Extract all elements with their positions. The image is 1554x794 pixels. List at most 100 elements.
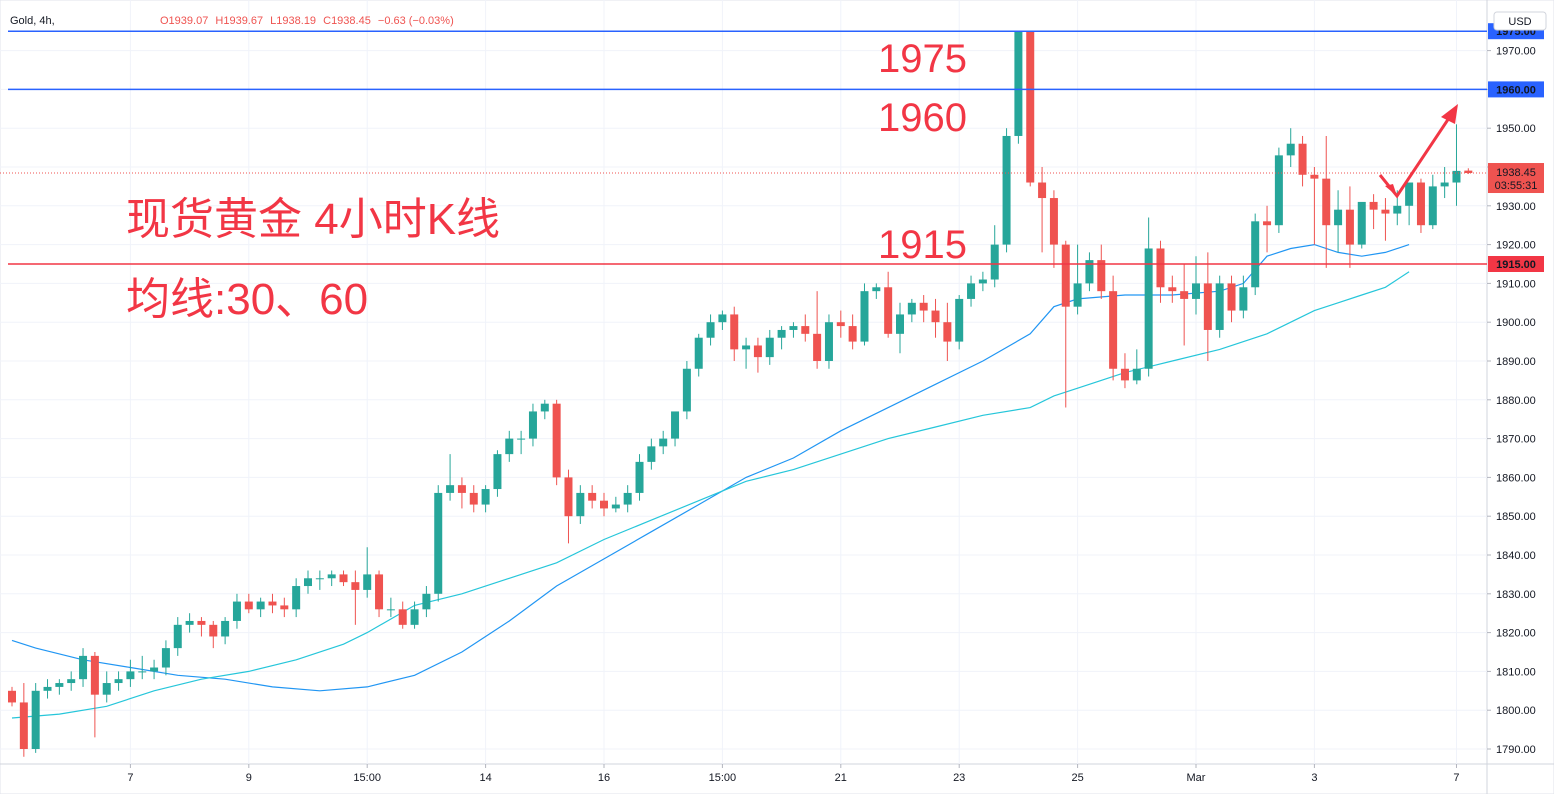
- candle[interactable]: [304, 570, 312, 594]
- candle[interactable]: [173, 617, 182, 656]
- candle[interactable]: [1002, 128, 1011, 253]
- candle[interactable]: [1405, 182, 1414, 226]
- candle[interactable]: [907, 298, 916, 323]
- candle[interactable]: [410, 601, 419, 629]
- candle[interactable]: [528, 403, 537, 447]
- candle[interactable]: [1026, 31, 1035, 187]
- candle[interactable]: [280, 597, 289, 618]
- candle[interactable]: [1203, 252, 1212, 361]
- candle[interactable]: [600, 492, 608, 517]
- candle[interactable]: [1452, 124, 1461, 206]
- candle[interactable]: [256, 597, 265, 618]
- candle[interactable]: [221, 617, 230, 645]
- candle[interactable]: [848, 314, 857, 350]
- candle[interactable]: [1286, 128, 1295, 167]
- candle[interactable]: [1416, 178, 1425, 233]
- candle[interactable]: [777, 326, 786, 350]
- candle[interactable]: [635, 454, 644, 501]
- candle[interactable]: [1357, 201, 1366, 249]
- candle[interactable]: [860, 283, 869, 346]
- candle[interactable]: [161, 640, 170, 676]
- candle[interactable]: [1120, 353, 1129, 389]
- candle[interactable]: [1180, 264, 1189, 346]
- candle[interactable]: [978, 271, 987, 292]
- candle[interactable]: [19, 683, 28, 757]
- candle[interactable]: [1109, 275, 1118, 381]
- candle[interactable]: [623, 485, 632, 513]
- candle[interactable]: [90, 652, 99, 738]
- candle[interactable]: [375, 570, 384, 618]
- candle[interactable]: [126, 659, 135, 687]
- candle[interactable]: [1073, 244, 1082, 315]
- candle[interactable]: [505, 430, 514, 462]
- candle[interactable]: [789, 322, 798, 338]
- candle[interactable]: [931, 298, 940, 338]
- candle[interactable]: [671, 411, 680, 447]
- candle[interactable]: [1334, 190, 1343, 253]
- candle[interactable]: [1227, 275, 1236, 323]
- candle[interactable]: [1263, 205, 1272, 253]
- candle[interactable]: [446, 454, 455, 501]
- candle[interactable]: [1049, 190, 1058, 268]
- candle[interactable]: [268, 593, 277, 614]
- candle[interactable]: [1345, 186, 1354, 268]
- candle[interactable]: [1061, 240, 1070, 408]
- candle[interactable]: [647, 438, 656, 470]
- candle[interactable]: [469, 485, 478, 513]
- candle[interactable]: [694, 333, 703, 377]
- candle[interactable]: [1038, 167, 1047, 253]
- candle[interactable]: [730, 306, 739, 361]
- candle[interactable]: [185, 613, 194, 633]
- candle[interactable]: [1310, 167, 1319, 245]
- candle[interactable]: [197, 617, 206, 637]
- candle[interactable]: [1132, 349, 1141, 385]
- candle[interactable]: [481, 485, 490, 513]
- candle[interactable]: [884, 271, 893, 338]
- candle[interactable]: [1298, 135, 1307, 187]
- candle[interactable]: [351, 570, 360, 625]
- candle[interactable]: [31, 683, 40, 753]
- candle[interactable]: [1156, 240, 1165, 303]
- candle[interactable]: [742, 337, 751, 369]
- candle[interactable]: [315, 570, 324, 590]
- candle[interactable]: [1440, 167, 1449, 199]
- candle[interactable]: [718, 310, 727, 330]
- candle[interactable]: [244, 593, 253, 614]
- candle[interactable]: [682, 361, 691, 420]
- candle[interactable]: [8, 686, 16, 707]
- candle[interactable]: [990, 225, 999, 288]
- candle[interactable]: [339, 570, 348, 587]
- candle[interactable]: [386, 597, 395, 618]
- candle[interactable]: [955, 295, 964, 350]
- candle[interactable]: [872, 283, 881, 299]
- candle[interactable]: [1168, 275, 1177, 303]
- candle[interactable]: [836, 310, 845, 338]
- candle[interactable]: [434, 485, 443, 602]
- candle[interactable]: [1274, 147, 1283, 233]
- arrow-drawing[interactable]: [1378, 104, 1458, 199]
- candle[interactable]: [564, 469, 573, 544]
- candle[interactable]: [588, 485, 597, 509]
- candle[interactable]: [422, 586, 431, 618]
- candle[interactable]: [43, 679, 52, 699]
- candle[interactable]: [114, 671, 123, 691]
- candle[interactable]: [493, 450, 502, 497]
- candle[interactable]: [1464, 168, 1473, 175]
- candle[interactable]: [1097, 244, 1106, 299]
- candle[interactable]: [659, 430, 668, 455]
- candle[interactable]: [896, 302, 904, 354]
- candle[interactable]: [517, 430, 526, 455]
- candle[interactable]: [813, 291, 822, 369]
- candle[interactable]: [611, 496, 620, 513]
- candle[interactable]: [55, 679, 64, 695]
- candle[interactable]: [943, 302, 952, 361]
- candle[interactable]: [1014, 31, 1023, 144]
- candle[interactable]: [552, 399, 561, 486]
- candle[interactable]: [540, 399, 549, 420]
- candle[interactable]: [79, 648, 88, 687]
- candle[interactable]: [824, 314, 833, 369]
- candle[interactable]: [1144, 217, 1153, 377]
- candle[interactable]: [753, 337, 762, 373]
- candle[interactable]: [457, 477, 466, 509]
